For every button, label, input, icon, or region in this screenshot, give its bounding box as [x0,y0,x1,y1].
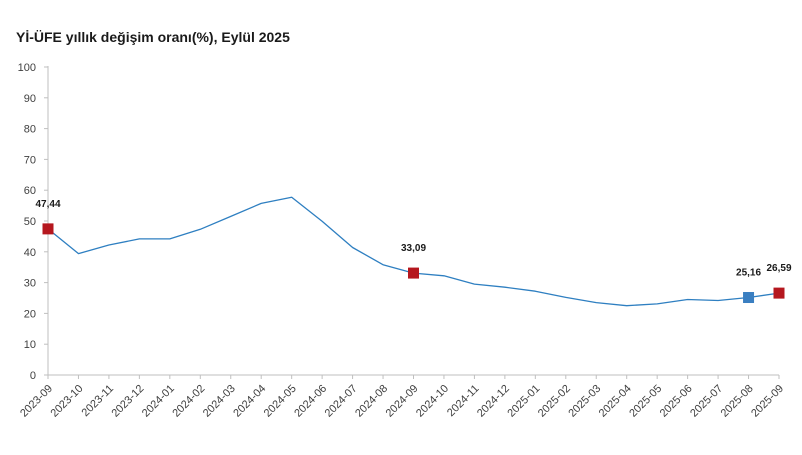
x-tick-label: 2024-08 [353,383,390,420]
x-tick-label: 2025-03 [566,383,603,420]
x-tick-label: 2025-09 [749,383,786,420]
highlight-marker [408,267,419,279]
y-axis-ticks: 0 10 20 30 40 50 60 70 80 90 100 [18,62,48,382]
y-tick-label: 50 [24,216,36,228]
x-tick-label: 2025-06 [658,383,695,420]
y-tick-label: 20 [24,308,36,320]
x-tick-label: 2024-03 [201,383,238,420]
data-label: 33,09 [401,243,426,254]
data-label: 25,16 [736,268,761,279]
x-tick-label: 2024-05 [262,383,299,420]
y-tick-label: 100 [18,62,36,74]
x-tick-label: 2024-06 [292,383,329,420]
data-label: 26,59 [766,263,791,274]
x-tick-label: 2024-01 [140,383,177,420]
x-tick-label: 2025-08 [719,383,756,420]
x-tick-label: 2024-10 [414,383,451,420]
y-tick-label: 0 [30,370,36,382]
x-tick-label: 2024-02 [170,383,207,420]
y-tick-label: 90 [24,93,36,105]
x-tick-label: 2025-05 [627,383,664,420]
x-tick-label: 2023-12 [109,383,146,420]
y-tick-label: 10 [24,339,36,351]
chart-title: Yİ-ÜFE yıllık değişim oranı(%), Eylül 20… [16,29,290,45]
x-tick-label: 2023-09 [18,383,55,420]
highlight-marker [773,287,785,299]
x-tick-label: 2025-02 [536,383,573,420]
x-tick-label: 2024-09 [384,383,421,420]
y-tick-label: 30 [24,278,36,290]
chart-markers: 47,44 33,09 25,16 26,59 [35,199,792,304]
y-tick-label: 80 [24,124,36,136]
y-tick-label: 60 [24,185,36,197]
x-tick-label: 2024-12 [475,383,512,420]
y-tick-label: 70 [24,154,36,166]
x-tick-label: 2025-07 [688,383,725,420]
y-tick-label: 40 [24,247,36,259]
x-tick-label: 2024-07 [323,383,360,420]
x-tick-label: 2025-01 [505,383,542,420]
x-tick-label: 2024-04 [231,383,268,420]
x-axis-ticks: 2023-092023-102023-112023-122024-012024-… [18,375,786,420]
data-label: 47,44 [35,199,60,210]
highlight-marker [743,292,755,304]
x-tick-label: 2025-04 [597,383,634,420]
x-tick-label: 2023-10 [49,383,86,420]
chart-axes [47,66,779,376]
highlight-marker [42,223,54,235]
